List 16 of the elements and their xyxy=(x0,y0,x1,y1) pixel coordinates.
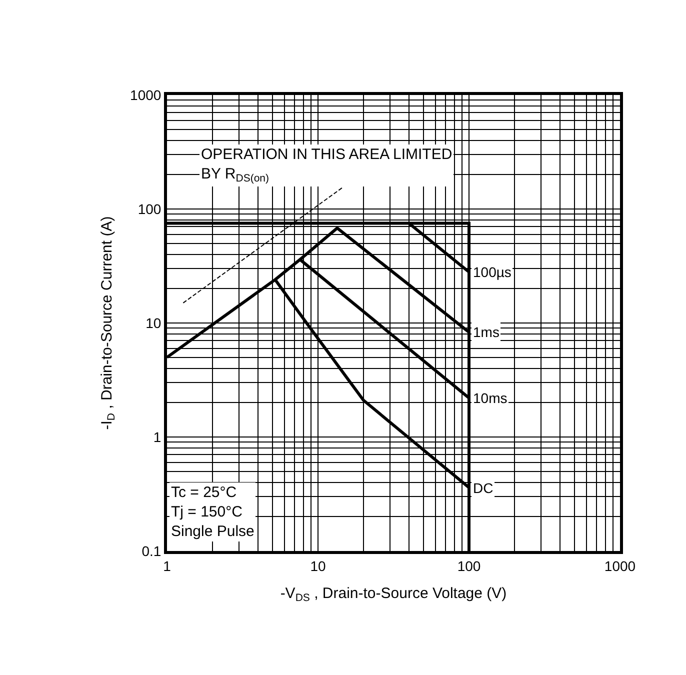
series-label: 100µs xyxy=(473,264,512,280)
series-label: 1ms xyxy=(473,324,500,340)
series-label: DC xyxy=(473,480,494,496)
y-tick-label: 10 xyxy=(146,314,162,331)
x-axis-title: -V$_{DS}$ , Drain-to-Source Voltage (V) xyxy=(280,584,507,604)
y-tick-label: 0.1 xyxy=(142,542,162,559)
x-tick-label: 100 xyxy=(457,558,481,574)
x-tick-label: 1 xyxy=(163,558,172,574)
series-label: 10ms xyxy=(473,390,508,406)
x-tick-label: 10 xyxy=(310,558,326,574)
y-tick-label: 1000 xyxy=(130,86,162,103)
y-tick-label: 1 xyxy=(153,428,162,445)
y-tick-label: 100 xyxy=(138,200,162,217)
annotation: Tc = 25°C Tj = 150°C Single Pulse xyxy=(171,484,254,540)
x-tick-label: 1000 xyxy=(604,558,636,574)
annotation: OPERATION IN THIS AREA LIMITED BY R$_{DS(on)}$ xyxy=(201,146,452,185)
